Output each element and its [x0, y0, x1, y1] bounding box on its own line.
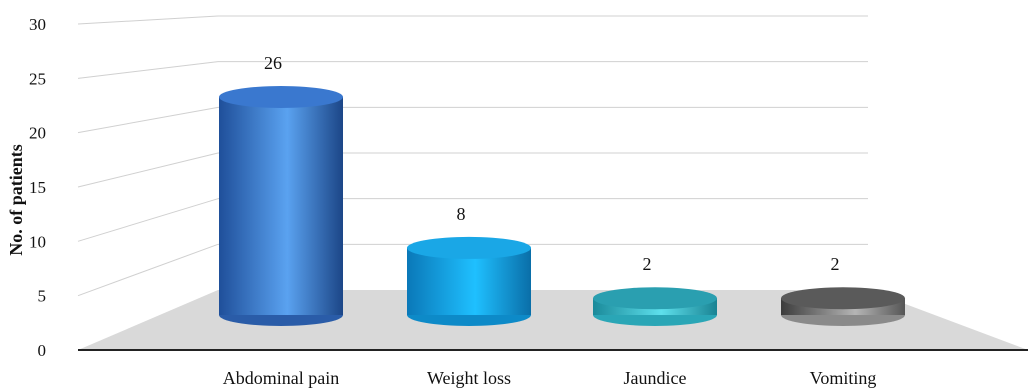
- y-tick-label: 15: [29, 178, 46, 197]
- bar-top: [593, 287, 717, 310]
- data-label: 26: [264, 53, 282, 73]
- bar-top: [781, 287, 905, 310]
- x-axis-labels: Abdominal pain Weight loss Jaundice Vomitin…: [223, 368, 877, 388]
- bar: 8: [407, 204, 531, 326]
- y-tick-label: 0: [38, 341, 47, 360]
- gridline-side: [77, 152, 219, 188]
- y-axis-ticks: 0 5 10 15 20 25 30: [29, 15, 46, 360]
- bar: 2: [593, 254, 717, 326]
- x-category-label: Jaundice: [624, 368, 687, 388]
- bar-top: [219, 86, 343, 108]
- y-tick-label: 10: [29, 232, 46, 251]
- x-category-label: Abdominal pain: [223, 368, 339, 388]
- gridline-side: [77, 198, 219, 242]
- bar-body: [407, 247, 531, 315]
- gridline-side: [77, 61, 219, 79]
- gridline-side: [77, 243, 219, 297]
- x-category-label: Weight loss: [427, 368, 511, 388]
- bar: 2: [781, 254, 905, 326]
- bars: 26 8 2 2: [219, 53, 905, 326]
- bar-top: [407, 236, 531, 259]
- data-label: 8: [457, 204, 466, 224]
- y-axis-label: No. of patients: [6, 144, 26, 256]
- y-tick-label: 20: [29, 124, 46, 143]
- bar: 26: [219, 53, 343, 326]
- gridline-side: [77, 106, 219, 134]
- bar-body: [219, 97, 343, 315]
- x-category-label: Vomiting: [810, 368, 877, 388]
- y-tick-label: 30: [29, 15, 46, 34]
- y-tick-label: 25: [29, 69, 46, 88]
- y-tick-label: 5: [38, 287, 47, 306]
- data-label: 2: [831, 254, 840, 274]
- gridline-side: [77, 15, 219, 25]
- data-label: 2: [643, 254, 652, 274]
